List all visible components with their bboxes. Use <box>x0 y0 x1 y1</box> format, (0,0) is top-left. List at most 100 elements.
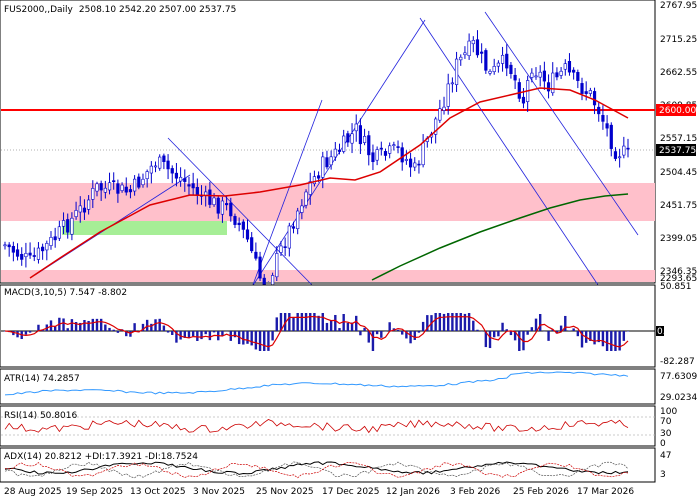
macd-bar <box>329 320 333 331</box>
candle-body <box>605 123 609 129</box>
macd-bar <box>363 327 366 331</box>
macd-bar <box>589 331 592 342</box>
candle-body <box>254 251 258 259</box>
macd-bar <box>91 318 95 331</box>
atr-label: ATR(14) 74.2857 <box>4 374 80 384</box>
candle-body <box>300 205 304 213</box>
candle-body <box>505 53 509 69</box>
candle-body <box>392 144 396 146</box>
candle-body <box>36 247 41 260</box>
candle-body <box>383 151 388 156</box>
macd-bar <box>325 322 329 331</box>
candle-body <box>153 165 158 168</box>
macd-bar <box>455 313 458 331</box>
candle-body <box>32 255 36 257</box>
macd-bar <box>618 331 621 351</box>
candle-body <box>354 123 358 132</box>
macd-bar <box>367 331 370 343</box>
macd-bar <box>258 331 262 351</box>
candle-body <box>133 178 137 192</box>
candle-body <box>454 58 459 85</box>
macd-bar <box>346 322 350 331</box>
candle-body <box>229 202 233 217</box>
macd-tick: 50.851 <box>660 282 692 292</box>
candle-body <box>413 162 417 168</box>
candle-body <box>500 54 505 64</box>
candle-body <box>488 71 492 74</box>
candle-body <box>521 96 526 104</box>
macd-bar <box>12 331 15 336</box>
candle-body <box>421 142 425 166</box>
macd-bar <box>447 313 450 331</box>
macd-bar <box>196 331 199 341</box>
macd-bar <box>518 331 521 351</box>
macd-bar <box>83 319 86 331</box>
plus-di-line <box>4 461 629 479</box>
candle-body <box>358 125 363 145</box>
candle-body <box>404 159 408 161</box>
macd-bar <box>99 318 103 331</box>
candle-body <box>158 156 162 169</box>
macd-bar <box>191 331 195 337</box>
candle-body <box>584 91 588 94</box>
candle-body <box>112 180 116 182</box>
candle-body <box>15 249 20 257</box>
candle-body <box>563 63 567 70</box>
macd-bar <box>497 331 500 337</box>
candle-body <box>379 147 383 150</box>
macd-bar <box>551 329 554 331</box>
candle-body <box>609 124 613 149</box>
macd-bar <box>108 327 111 331</box>
macd-bar <box>150 323 153 331</box>
candle-body <box>362 136 367 143</box>
candle-body <box>450 82 454 85</box>
candle-body <box>304 191 308 206</box>
candle-body <box>3 244 7 247</box>
candle-body <box>237 222 241 226</box>
macd-bar <box>166 331 170 333</box>
macd-bar <box>116 331 120 333</box>
macd-bar <box>375 331 379 335</box>
macd-bar <box>275 317 278 331</box>
candle-body <box>128 189 133 193</box>
candle-body <box>137 176 141 188</box>
macd-bar <box>350 322 354 331</box>
candle-body <box>250 237 254 252</box>
main-price-axis: 2767.95 2715.25 2662.55 2609.85 2557.15 … <box>656 1 697 284</box>
candle-body <box>592 91 597 106</box>
time-tick: 13 Oct 2025 <box>130 487 186 497</box>
candle-body <box>316 175 321 179</box>
price-tick: 2399.05 <box>660 234 697 244</box>
macd-bar <box>559 325 563 331</box>
candle-body <box>442 106 446 111</box>
adx-line <box>4 461 629 475</box>
candle-body <box>308 181 312 195</box>
time-axis: 28 Aug 2025 19 Sep 2025 13 Oct 2025 3 No… <box>4 487 634 497</box>
candle-body <box>321 156 325 178</box>
candle-body <box>279 245 283 253</box>
candle-body <box>296 210 300 230</box>
main-price-panel: FUS2000,,Daily 2508.10 2542.20 2507.00 25… <box>0 0 656 299</box>
macd-bar <box>501 322 504 331</box>
macd-bar <box>610 331 613 351</box>
macd-bar <box>133 323 136 331</box>
price-tick: 2715.25 <box>660 35 697 45</box>
rsi-tick: 100 <box>660 407 677 417</box>
candle-body <box>417 163 421 166</box>
macd-bar <box>250 331 253 346</box>
candle-body <box>513 74 517 81</box>
candle-body <box>283 246 287 248</box>
candle-body <box>187 184 191 187</box>
macd-bar <box>463 313 467 331</box>
candle-body <box>82 207 87 213</box>
candle-body <box>87 199 91 210</box>
candle-body <box>220 200 225 215</box>
time-tick: 12 Jan 2026 <box>386 487 440 497</box>
macd-bar <box>355 315 358 331</box>
macd-bar <box>513 331 517 341</box>
candle-body <box>66 219 70 233</box>
demand-zone <box>62 221 227 235</box>
macd-bar <box>53 326 57 331</box>
macd-bar <box>526 331 529 335</box>
